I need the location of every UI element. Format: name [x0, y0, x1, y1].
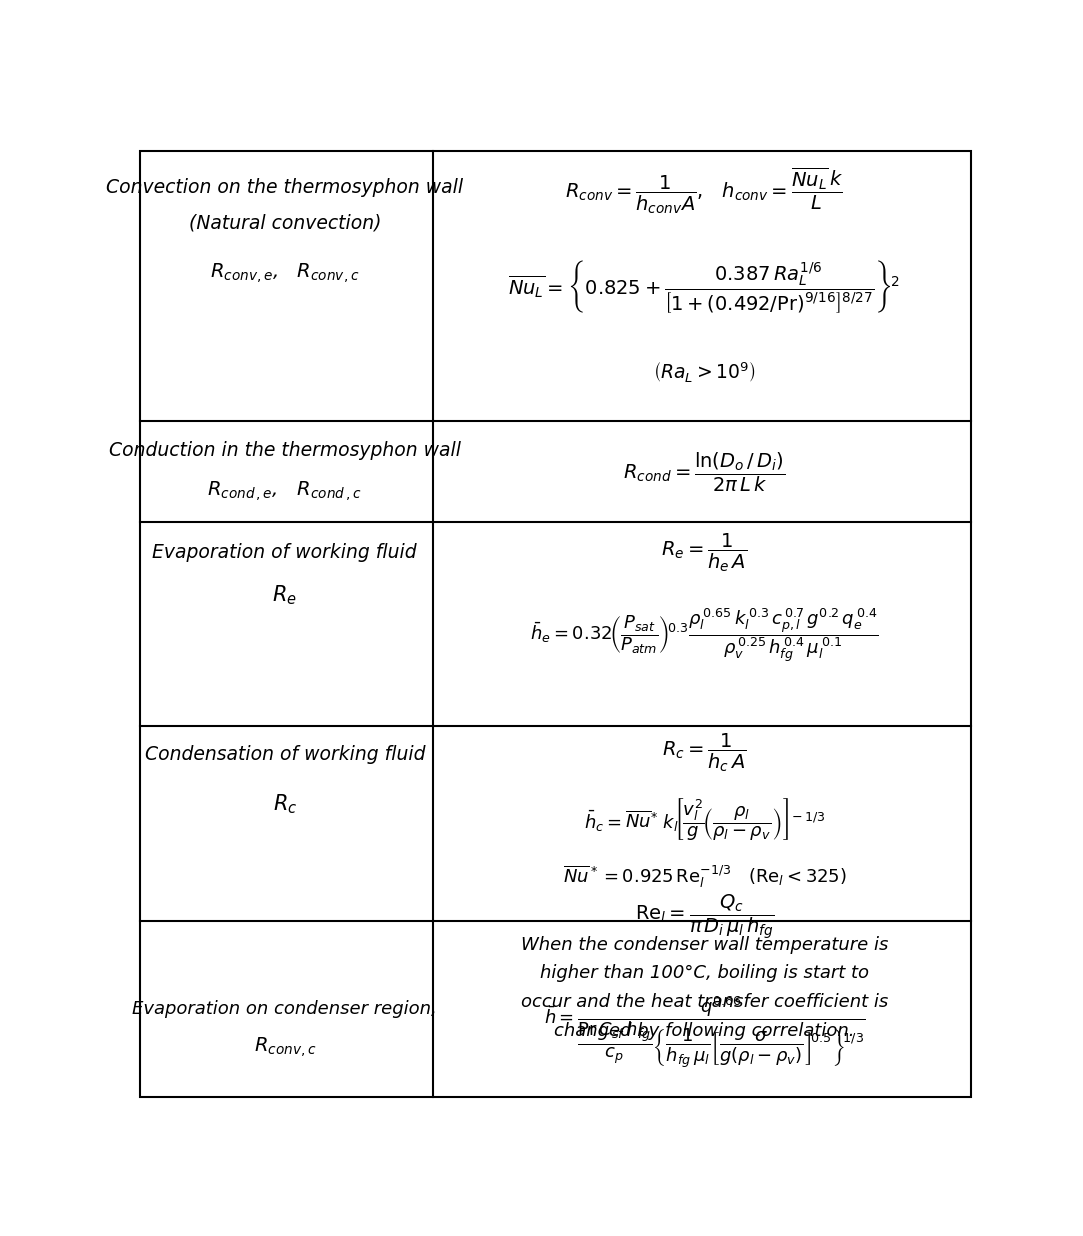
Text: Conduction in the thermosyphon wall: Conduction in the thermosyphon wall: [108, 441, 460, 461]
Text: $\left(Ra_L > 10^9\right)$: $\left(Ra_L > 10^9\right)$: [653, 360, 756, 384]
Text: $\bar{h}_c = \overline{Nu}^{\!*}\,k_l\!\left[\dfrac{v_l^2}{g}\!\left(\dfrac{\rho: $\bar{h}_c = \overline{Nu}^{\!*}\,k_l\!\…: [584, 796, 825, 842]
Text: changed by following correlation.: changed by following correlation.: [554, 1022, 854, 1039]
Text: $\bar{h}_e = 0.32\!\left(\dfrac{P_{sat}}{P_{atm}}\right)^{\!0.3}\dfrac{\rho_l^{\: $\bar{h}_e = 0.32\!\left(\dfrac{P_{sat}}…: [531, 606, 878, 664]
Text: Condensation of working fluid: Condensation of working fluid: [144, 745, 425, 764]
Text: When the condenser wall temperature is: When the condenser wall temperature is: [521, 936, 888, 954]
Text: $R_{cond\,,e}$,   $R_{cond\,,c}$: $R_{cond\,,e}$, $R_{cond\,,c}$: [207, 480, 362, 503]
Text: (Natural convection): (Natural convection): [188, 213, 381, 232]
Text: Evaporation of working fluid: Evaporation of working fluid: [153, 544, 417, 562]
Text: $R_c$: $R_c$: [273, 792, 297, 816]
Text: $\overline{Nu_L} = \left\{0.825 + \dfrac{0.387\,Ra_L^{1/6}}{\left[1+(0.492/\math: $\overline{Nu_L} = \left\{0.825 + \dfrac…: [508, 258, 900, 315]
Text: $\overline{Nu}^* = 0.925\,\mathrm{Re}_l^{-1/3}$   $\left(\mathrm{Re}_l < 325\rig: $\overline{Nu}^* = 0.925\,\mathrm{Re}_l^…: [562, 863, 847, 890]
Text: Evaporation on condenser region,: Evaporation on condenser region,: [132, 1000, 438, 1018]
Text: $R_e$: $R_e$: [272, 583, 297, 607]
Text: occur and the heat transfer coefficient is: occur and the heat transfer coefficient …: [521, 993, 888, 1011]
Text: $R_{conv} = \dfrac{1}{h_{conv}A}$,   $h_{conv} = \dfrac{\overline{Nu_L}\,k}{L}$: $R_{conv} = \dfrac{1}{h_{conv}A}$, $h_{c…: [565, 166, 844, 216]
Text: $\bar{h} = \dfrac{q^{0.66}}{\dfrac{\mathrm{Pr}\,C_{sf}\,h_{fg}}{c_p}\left\{\dfra: $\bar{h} = \dfrac{q^{0.66}}{\dfrac{\math…: [544, 995, 865, 1070]
Text: $R_{cond} = \dfrac{\ln(D_o\,/\,D_i)}{2\pi\,L\,k}$: $R_{cond} = \dfrac{\ln(D_o\,/\,D_i)}{2\p…: [623, 450, 785, 493]
Text: $R_{conv,c}$: $R_{conv,c}$: [253, 1036, 316, 1059]
Text: higher than 100°C, boiling is start to: higher than 100°C, boiling is start to: [540, 964, 869, 983]
Text: $R_e = \dfrac{1}{h_e\,A}$: $R_e = \dfrac{1}{h_e\,A}$: [662, 531, 747, 574]
Text: Convection on the thermosyphon wall: Convection on the thermosyphon wall: [106, 178, 464, 197]
Text: $R_{conv,e}$,   $R_{conv,c}$: $R_{conv,e}$, $R_{conv,c}$: [210, 261, 360, 286]
Text: $\mathrm{Re}_l = \dfrac{Q_c}{\pi\,D_i\,\mu_l\,h_{fg}}$: $\mathrm{Re}_l = \dfrac{Q_c}{\pi\,D_i\,\…: [635, 892, 774, 941]
Text: $R_c = \dfrac{1}{h_c\,A}$: $R_c = \dfrac{1}{h_c\,A}$: [662, 732, 746, 774]
